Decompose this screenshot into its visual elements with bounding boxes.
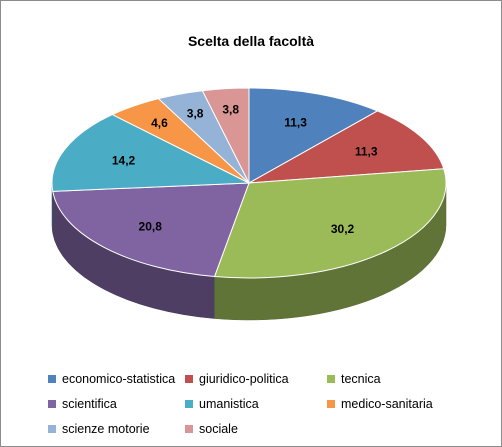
legend-item-sociale: sociale: [185, 420, 238, 438]
data-label-scienze motorie: 3,8: [187, 107, 204, 121]
legend-swatch: [185, 375, 193, 383]
legend-swatch: [327, 400, 335, 408]
legend-swatch: [185, 400, 193, 408]
legend: economico-statistica giuridico-politica …: [1, 365, 501, 445]
legend-item-scienze-motorie: scienze motorie: [48, 420, 150, 438]
pie-chart: 11,3 11,3 30,2 20,8 14,2 4,6 3,8 3,8: [51, 87, 447, 321]
data-label-sociale: 3,8: [222, 102, 239, 116]
data-label-medico-sanitaria: 4,6: [151, 116, 168, 130]
pie-slice-giuridico-politica: [248, 110, 445, 184]
legend-label: scienze motorie: [62, 422, 150, 436]
pie-slice-sociale: [201, 87, 250, 184]
legend-label: economico-statistica: [62, 372, 176, 386]
legend-item-scientifica: scientifica: [48, 395, 117, 413]
data-label-giuridico-politica: 11,3: [355, 145, 378, 159]
pie-slice-scientifica: [52, 182, 250, 278]
data-label-economico-statistica: 11,3: [284, 115, 307, 129]
legend-label: medico-sanitaria: [341, 397, 433, 411]
legend-swatch: [48, 375, 56, 383]
pie-data-labels: 11,3 11,3 30,2 20,8 14,2 4,6 3,8 3,8: [112, 102, 378, 236]
legend-swatch: [48, 400, 56, 408]
pie-top-faces: [51, 87, 447, 279]
legend-swatch: [327, 375, 335, 383]
legend-label: tecnica: [341, 372, 381, 386]
data-label-tecnica: 30,2: [331, 222, 355, 236]
legend-label: umanistica: [199, 397, 259, 411]
pie-slice-economico-statistica: [248, 87, 379, 184]
legend-item-medico-sanitaria: medico-sanitaria: [327, 395, 433, 413]
legend-swatch: [185, 425, 193, 433]
legend-item-economico-statistica: economico-statistica: [48, 370, 175, 388]
chart-title: Scelta della facoltà: [187, 33, 315, 49]
legend-label: scientifica: [62, 397, 117, 411]
legend-label: giuridico-politica: [199, 372, 289, 386]
data-label-scientifica: 20,8: [139, 220, 163, 234]
legend-label: sociale: [199, 422, 238, 436]
legend-item-tecnica: tecnica: [327, 370, 381, 388]
pie-slice-tecnica: [213, 168, 447, 279]
legend-item-umanistica: umanistica: [185, 395, 259, 413]
legend-swatch: [48, 425, 56, 433]
pie-slice-umanistica: [51, 114, 251, 192]
legend-item-giuridico-politica: giuridico-politica: [185, 370, 289, 388]
data-label-umanistica: 14,2: [112, 153, 136, 167]
